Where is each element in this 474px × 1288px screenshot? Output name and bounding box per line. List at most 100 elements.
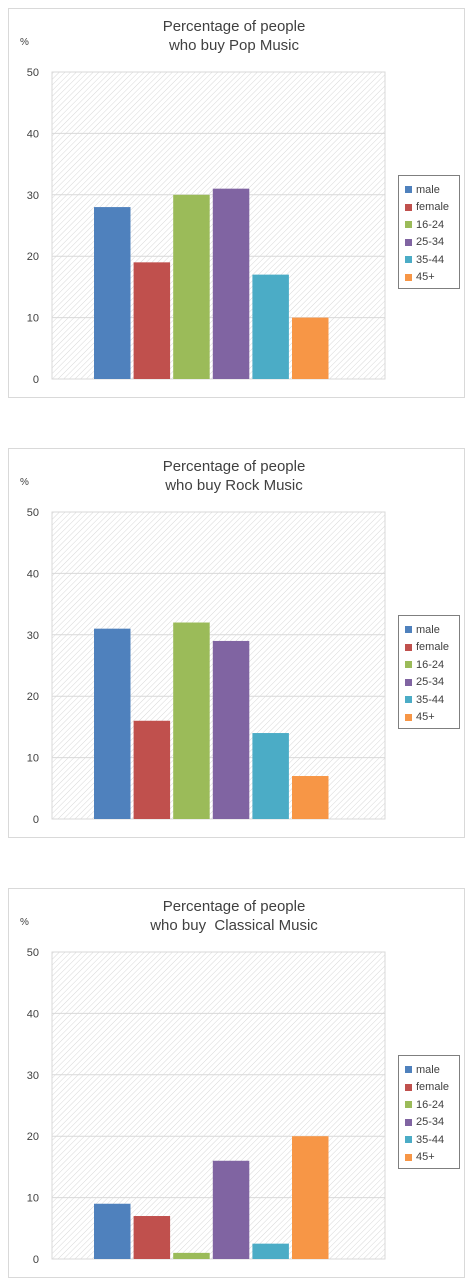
y-tick-label: 30 [27, 630, 39, 642]
legend-item-25-34: 25-34 [405, 234, 459, 252]
y-tick-label: 10 [27, 313, 39, 325]
bar-male [94, 628, 131, 819]
legend-item-female: female [405, 1079, 459, 1097]
bar-45-plus [292, 1136, 329, 1259]
y-tick-label: 50 [27, 507, 39, 519]
legend-item-16-24: 16-24 [405, 656, 459, 674]
chart-title-line-2: who buy Pop Music [168, 37, 300, 54]
y-tick-label: 30 [27, 190, 39, 202]
y-tick-label: 40 [27, 568, 39, 580]
bar-35-44 [252, 274, 289, 379]
classical-music-chart: 0 10 20 30 40 50 Percentage of people who buy… [8, 888, 465, 1278]
legend-swatch [405, 626, 412, 634]
bar-16-24 [173, 1252, 210, 1259]
legend-label: male [416, 623, 440, 636]
legend-swatch [405, 256, 412, 264]
legend-item-45-plus: 45+ [405, 709, 459, 727]
legend-swatch [405, 238, 412, 246]
chart-plot-svg: 0 10 20 30 40 50 [27, 947, 386, 1266]
legend-swatch [405, 1153, 412, 1161]
y-tick-label: 0 [33, 814, 39, 826]
y-axis-unit-label: % [20, 477, 29, 488]
y-tick-label: 50 [27, 947, 39, 959]
y-tick-label: 30 [27, 1070, 39, 1082]
chart-title-line-2: who buy Classical Music [150, 917, 318, 934]
legend-item-female: female [405, 199, 459, 217]
legend-swatch [405, 696, 412, 704]
legend-swatch [405, 1136, 412, 1144]
legend-item-16-24: 16-24 [405, 1096, 459, 1114]
legend-item-25-34: 25-34 [405, 1114, 459, 1132]
legend-swatch [405, 713, 412, 721]
legend-label: female [416, 641, 450, 654]
bar-female [133, 1216, 171, 1259]
chart-title-line-1: Percentage of people [162, 898, 306, 915]
legend-swatch [405, 203, 412, 211]
y-tick-label: 20 [27, 1131, 39, 1143]
legend-item-male: male [405, 621, 459, 639]
legend-item-female: female [405, 639, 459, 657]
chart-legend: male female 16-24 25-34 35-44 45+ [398, 1055, 460, 1169]
legend-label: male [416, 1063, 440, 1076]
legend-item-35-44: 35-44 [405, 691, 459, 709]
legend-label: female [416, 1081, 450, 1094]
bar-female [133, 262, 171, 379]
chart-legend: male female 16-24 25-34 35-44 45+ [398, 175, 460, 289]
bar-45-plus [292, 776, 329, 819]
chart-title: Percentage of people who buy Classical M… [69, 897, 399, 935]
chart-title-line-1: Percentage of people [162, 458, 306, 475]
bar-male [94, 207, 131, 379]
legend-swatch [405, 1066, 412, 1074]
bar-35-44 [252, 733, 289, 819]
chart-title-line-1: Percentage of people [162, 18, 306, 35]
legend-swatch [405, 221, 412, 229]
y-axis-unit-label: % [20, 917, 29, 928]
legend-label: 45+ [416, 711, 435, 724]
legend-item-16-24: 16-24 [405, 216, 459, 234]
chart-plot-svg: 0 10 20 30 40 50 [27, 67, 386, 386]
pop-music-chart: 0 10 20 30 40 50 Percentage of people who buy… [8, 8, 465, 398]
y-tick-label: 0 [33, 374, 39, 386]
bar-45-plus [292, 317, 329, 379]
legend-swatch [405, 1083, 412, 1091]
bar-16-24 [173, 194, 210, 379]
y-tick-label: 40 [27, 1008, 39, 1020]
y-tick-label: 0 [33, 1254, 39, 1266]
chart-title: Percentage of people who buy Rock Music [69, 457, 399, 495]
legend-swatch [405, 678, 412, 686]
bar-female [133, 720, 171, 819]
y-tick-label: 10 [27, 1193, 39, 1205]
legend-label: 25-34 [416, 1116, 445, 1129]
bar-25-34 [212, 640, 250, 819]
legend-label: female [416, 201, 450, 214]
legend-swatch [405, 1118, 412, 1126]
chart-plot-svg: 0 10 20 30 40 50 [27, 507, 386, 826]
bar-male [94, 1203, 131, 1259]
bar-16-24 [173, 622, 210, 819]
chart-title-line-2: who buy Rock Music [165, 477, 303, 494]
legend-swatch [405, 661, 412, 669]
legend-item-25-34: 25-34 [405, 674, 459, 692]
legend-label: 35-44 [416, 253, 445, 266]
legend-swatch [405, 643, 412, 651]
legend-item-45-plus: 45+ [405, 1149, 459, 1167]
rock-music-chart: 0 10 20 30 40 50 Percentage of people who buy… [8, 448, 465, 838]
legend-label: 35-44 [416, 693, 445, 706]
y-axis-unit-label: % [20, 37, 29, 48]
bar-25-34 [212, 1160, 250, 1259]
legend-swatch [405, 186, 412, 194]
bar-25-34 [212, 188, 250, 379]
y-tick-label: 20 [27, 691, 39, 703]
chart-legend: male female 16-24 25-34 35-44 45+ [398, 615, 460, 729]
legend-label: 45+ [416, 1151, 435, 1164]
legend-item-male: male [405, 181, 459, 199]
y-tick-label: 50 [27, 67, 39, 79]
legend-item-35-44: 35-44 [405, 1131, 459, 1149]
legend-label: 25-34 [416, 676, 445, 689]
bar-35-44 [252, 1243, 289, 1259]
legend-item-45-plus: 45+ [405, 269, 459, 287]
legend-label: 16-24 [416, 218, 445, 231]
legend-label: 25-34 [416, 236, 445, 249]
y-tick-label: 10 [27, 753, 39, 765]
legend-label: 16-24 [416, 658, 445, 671]
